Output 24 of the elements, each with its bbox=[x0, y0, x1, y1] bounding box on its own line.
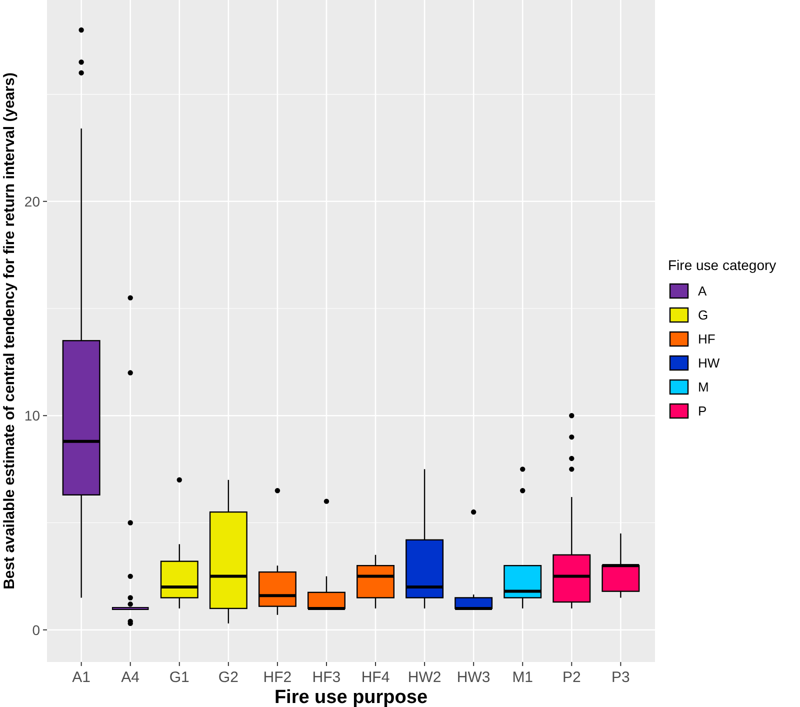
x-tick-label: HW3 bbox=[456, 669, 490, 686]
y-tick-label: 10 bbox=[24, 408, 40, 424]
y-axis-title: Best available estimate of central tendency for fire return interval (years) bbox=[1, 72, 18, 590]
legend-label: P bbox=[698, 404, 707, 419]
y-tick-label: 0 bbox=[32, 622, 40, 638]
legend-label: HW bbox=[698, 356, 720, 371]
x-tick-label: A4 bbox=[121, 669, 140, 686]
legend-title: Fire use category bbox=[668, 257, 776, 273]
x-tick-label: G2 bbox=[218, 669, 238, 686]
y-tick-label: 20 bbox=[24, 193, 40, 210]
x-tick-label: G1 bbox=[169, 669, 190, 686]
legend-label: HF bbox=[698, 332, 716, 347]
legend-label: A bbox=[698, 284, 707, 299]
legend-label: M bbox=[698, 380, 709, 395]
legend-label: G bbox=[698, 308, 708, 323]
x-tick-label: HF2 bbox=[263, 669, 292, 686]
x-tick-label: HF4 bbox=[361, 669, 390, 686]
x-axis-title: Fire use purpose bbox=[274, 687, 428, 707]
x-tick-label: P3 bbox=[612, 669, 630, 686]
x-tick-label: HW2 bbox=[408, 669, 442, 686]
x-tick-label: P2 bbox=[562, 669, 581, 686]
x-tick-label: M1 bbox=[512, 669, 534, 686]
x-tick-label: A1 bbox=[72, 669, 90, 686]
x-tick-label: HF3 bbox=[312, 669, 341, 686]
